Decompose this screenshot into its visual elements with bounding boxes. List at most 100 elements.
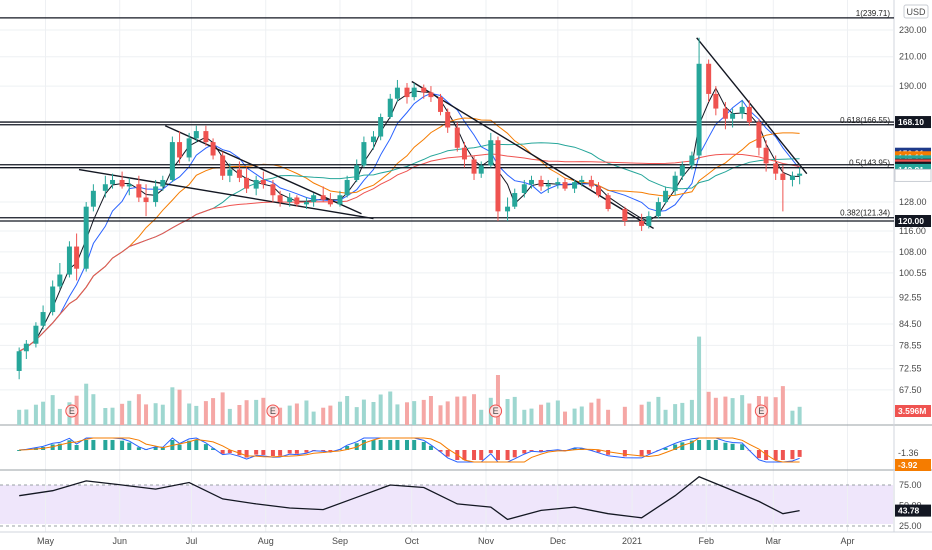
- candle-body: [672, 175, 678, 191]
- candle-body: [193, 131, 199, 139]
- volume-bar: [33, 404, 38, 425]
- macd-hist-bar: [103, 440, 108, 450]
- macd-hist-bar: [177, 444, 182, 450]
- rsi-value: 43.78: [898, 506, 920, 516]
- volume-bar: [713, 397, 718, 425]
- candle-body: [461, 147, 467, 160]
- earnings-marker[interactable]: E: [266, 404, 280, 418]
- earnings-circle: [489, 404, 503, 418]
- time-tick-label: Jun: [112, 536, 127, 546]
- currency-box[interactable]: USD: [903, 4, 929, 19]
- candle-body: [739, 106, 745, 114]
- candle-body: [404, 87, 410, 98]
- macd-hist-bar: [345, 446, 350, 450]
- earnings-marker[interactable]: E: [754, 404, 768, 418]
- volume-bar: [697, 336, 702, 425]
- volume-bar: [261, 397, 266, 425]
- trendline: [411, 80, 654, 230]
- volume-bar: [160, 404, 165, 425]
- candle-body: [763, 147, 769, 164]
- price-tick-label: 116.00: [899, 226, 926, 236]
- macd-hist-bar: [304, 450, 309, 453]
- macd-hist-bar: [136, 447, 141, 450]
- earnings-letter: E: [69, 406, 75, 416]
- macd-hist-bar: [680, 442, 685, 450]
- price-tag-label: 120.00: [898, 216, 924, 226]
- macd-hist-bar: [261, 450, 266, 455]
- volume-bar: [428, 396, 433, 425]
- rsi-tick-label: 25.00: [899, 521, 922, 531]
- earnings-circle: [266, 404, 280, 418]
- candle-body: [169, 142, 175, 180]
- macd-hist-bar: [404, 440, 409, 450]
- candle-body: [471, 159, 477, 174]
- candles: [16, 37, 803, 380]
- candle-body: [90, 190, 96, 207]
- macd-hist-bar: [495, 450, 500, 460]
- volume-bar: [177, 389, 182, 425]
- macd-hist-bar: [321, 450, 326, 452]
- candle-body: [110, 179, 116, 185]
- time-tick-label: Sep: [332, 536, 348, 546]
- volume-bar: [24, 409, 29, 425]
- volume-bar: [211, 398, 216, 425]
- volume-bar: [412, 401, 417, 425]
- ma-blue: [18, 92, 800, 352]
- volume-bar: [680, 402, 685, 425]
- volume-bar: [673, 404, 678, 425]
- macd-hist-bar: [227, 450, 232, 454]
- volume-bar: [17, 409, 22, 425]
- macd-hist-bar: [488, 450, 493, 454]
- price-tick-label: 190.00: [899, 81, 927, 91]
- macd-hist-bar: [287, 450, 292, 454]
- time-tick-label: 2021: [622, 536, 642, 546]
- candle-body: [488, 140, 494, 166]
- rsi-tick-label: 75.00: [899, 480, 922, 490]
- candle-body: [495, 140, 501, 212]
- candle-body: [756, 122, 762, 148]
- macd-hist-bar: [639, 450, 644, 457]
- volume-bar: [639, 404, 644, 425]
- fib-label: 0.618(166.55): [840, 116, 890, 125]
- volume-bar: [462, 396, 467, 425]
- candle-body: [311, 195, 317, 203]
- macd-hist-bar: [388, 440, 393, 450]
- earnings-marker[interactable]: E: [65, 404, 79, 418]
- volume-bar: [730, 398, 735, 425]
- volume-bar: [539, 404, 544, 425]
- candle-body: [528, 179, 534, 185]
- macd-hist-bar: [723, 442, 728, 450]
- candle-body: [588, 179, 594, 187]
- rsi-tag-bg: [895, 504, 931, 517]
- trendline: [164, 125, 362, 215]
- volume-bar: [187, 403, 192, 425]
- candle-body: [203, 131, 209, 143]
- macd-hist-bar: [622, 450, 627, 457]
- candle-body: [622, 209, 628, 221]
- candle-body: [394, 87, 400, 99]
- macd-hist-bar: [120, 440, 125, 450]
- earnings-marker[interactable]: E: [489, 404, 503, 418]
- candle-body: [411, 87, 417, 98]
- volume-bar: [237, 405, 242, 425]
- macd-hist-bar: [689, 440, 694, 450]
- volume-tag-bg: [895, 405, 931, 417]
- volume-bar: [656, 396, 661, 425]
- rsi-band: [0, 485, 893, 524]
- candle-body: [545, 184, 551, 187]
- candle-body: [270, 184, 276, 196]
- candle-body: [780, 173, 786, 180]
- time-axis: May Jun Jul Aug Sep Oct Nov Dec 2021 Feb Mar Apr: [0, 531, 932, 546]
- macd-hist-bar: [328, 450, 333, 452]
- candle-body: [126, 184, 132, 187]
- candle-body: [33, 325, 39, 344]
- macd-hist-bar: [428, 445, 433, 450]
- macd-hist-bar: [505, 450, 510, 460]
- candle-body: [512, 193, 518, 207]
- time-tick-label: Dec: [550, 536, 567, 546]
- volume-bar: [127, 400, 132, 425]
- candle-body: [579, 179, 585, 183]
- macd-hist-bar: [462, 450, 467, 460]
